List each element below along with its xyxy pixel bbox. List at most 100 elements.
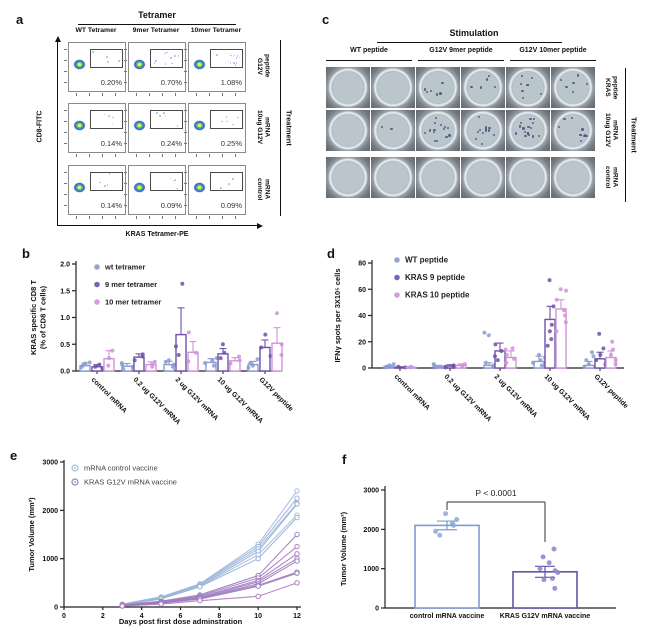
x-tick-label: 10 — [254, 613, 262, 620]
gated-event-dot — [108, 173, 111, 175]
gated-event-dot — [166, 51, 168, 54]
legend-label: wt tetramer — [104, 263, 146, 272]
stimulation-group-header: G12V 10mer peptide — [519, 47, 587, 54]
elispot-well — [551, 67, 595, 108]
gated-event-dot — [106, 56, 108, 58]
gate-percentage: 0.20% — [100, 78, 122, 87]
ifn-spot — [433, 140, 436, 143]
axis-tick — [149, 93, 150, 96]
ifn-spot — [531, 135, 535, 138]
axis-tick — [184, 49, 187, 50]
axis-tick — [76, 154, 77, 157]
flow-plot: 0.25% — [184, 103, 246, 157]
axis-tick — [124, 132, 127, 133]
flow-plot: 0.70% — [124, 42, 186, 96]
axis-tick — [76, 93, 77, 96]
gated-event-dot — [103, 113, 106, 116]
x-tick-label: 6 — [179, 613, 183, 620]
axis-tick — [149, 154, 150, 157]
ifn-spot — [474, 137, 478, 141]
gated-event-dot — [176, 187, 178, 190]
gated-event-dot — [216, 54, 219, 56]
ifn-spot — [484, 130, 487, 133]
ifn-spot — [436, 139, 439, 142]
axis-tick — [196, 154, 197, 157]
ifn-spot — [585, 82, 588, 85]
bar — [217, 353, 229, 372]
y-tick-label: 0 — [54, 605, 58, 612]
ifn-spot — [434, 116, 437, 119]
treatment-row-label: control mRNA — [604, 166, 619, 189]
y-tick-label: 1.0 — [60, 315, 70, 322]
legend-label: KRAS 9 peptide — [405, 273, 466, 282]
ifn-spot — [477, 116, 480, 119]
ifn-spot — [524, 131, 527, 134]
axis-tick — [124, 71, 127, 72]
elispot-well — [326, 67, 370, 108]
ifn-spot — [443, 127, 446, 130]
ifn-spot — [533, 118, 536, 121]
gated-event-dot — [221, 120, 223, 123]
cell-cluster-blob — [192, 181, 207, 194]
gated-event-dot — [111, 123, 114, 126]
axis-tick — [124, 110, 127, 111]
gated-event-dot — [233, 62, 235, 64]
ifn-spot — [445, 136, 448, 139]
cell-cluster-blob — [132, 181, 147, 194]
axis-tick — [175, 216, 176, 219]
axis-tick — [124, 60, 127, 61]
gated-event-dot — [232, 123, 235, 126]
gated-event-dot — [176, 125, 179, 128]
flow-plot: 0.09% — [184, 165, 246, 219]
cell-cluster-blob — [192, 119, 207, 132]
gated-event-dot — [92, 50, 94, 53]
elispot-well — [416, 157, 460, 198]
stimulation-group-header: G12V 9mer peptide — [429, 47, 493, 54]
axis-tick — [184, 121, 187, 122]
tetramer-gate — [150, 109, 184, 130]
ifn-spot — [439, 92, 442, 95]
gated-event-dot — [104, 185, 106, 187]
gated-event-dot — [225, 116, 228, 119]
cell-cluster-blob — [72, 58, 87, 71]
axis-tick — [89, 93, 90, 96]
axis-tick — [64, 183, 67, 184]
elispot-well — [371, 67, 415, 108]
y-tick-label: 3000 — [363, 488, 379, 495]
ifn-spot — [433, 130, 436, 134]
panel-c-elispot: Stimulation WT peptide G12V 9mer peptide G… — [322, 10, 647, 240]
gated-event-dot — [227, 60, 230, 63]
gated-event-dot — [154, 60, 157, 62]
panel-b-bar-chart: 0.0 0.5 1.0 1.5 2.0 KRAS specific CD8 T (% of … — [29, 261, 294, 426]
gated-event-dot — [174, 179, 177, 181]
gated-event-dot — [174, 55, 176, 57]
gated-event-dot — [229, 52, 232, 55]
gated-event-dot — [228, 183, 230, 186]
panel-a-x-axis-arrowhead — [257, 222, 263, 229]
ifn-spot — [579, 134, 582, 137]
ifn-spot — [563, 118, 566, 121]
panel-a-x-axis-label: KRAS Tetramer-PE — [125, 231, 189, 238]
bar — [414, 524, 480, 609]
y-tick-label: 80 — [358, 261, 366, 268]
cell-cluster-blob — [72, 119, 87, 132]
gated-event-dot — [177, 54, 180, 57]
ifn-spot — [484, 128, 487, 131]
p-value-label: P < 0.0001 — [475, 488, 516, 498]
axis-tick — [89, 154, 90, 157]
ifn-spot — [479, 128, 482, 132]
axis-tick — [64, 82, 67, 83]
axis-tick — [124, 49, 127, 50]
axis-tick — [184, 205, 187, 206]
flow-plot: 0.14% — [64, 165, 126, 219]
tumor-growth-line — [122, 503, 298, 606]
tetramer-gate — [210, 171, 244, 192]
axis-tick — [102, 216, 103, 219]
axis-tick — [209, 93, 210, 96]
stimulation-group-underline — [326, 60, 412, 61]
panel-c-letter: c — [322, 12, 330, 27]
gated-event-dot — [233, 54, 236, 57]
axis-tick — [124, 205, 127, 206]
tetramer-gate — [90, 48, 124, 69]
